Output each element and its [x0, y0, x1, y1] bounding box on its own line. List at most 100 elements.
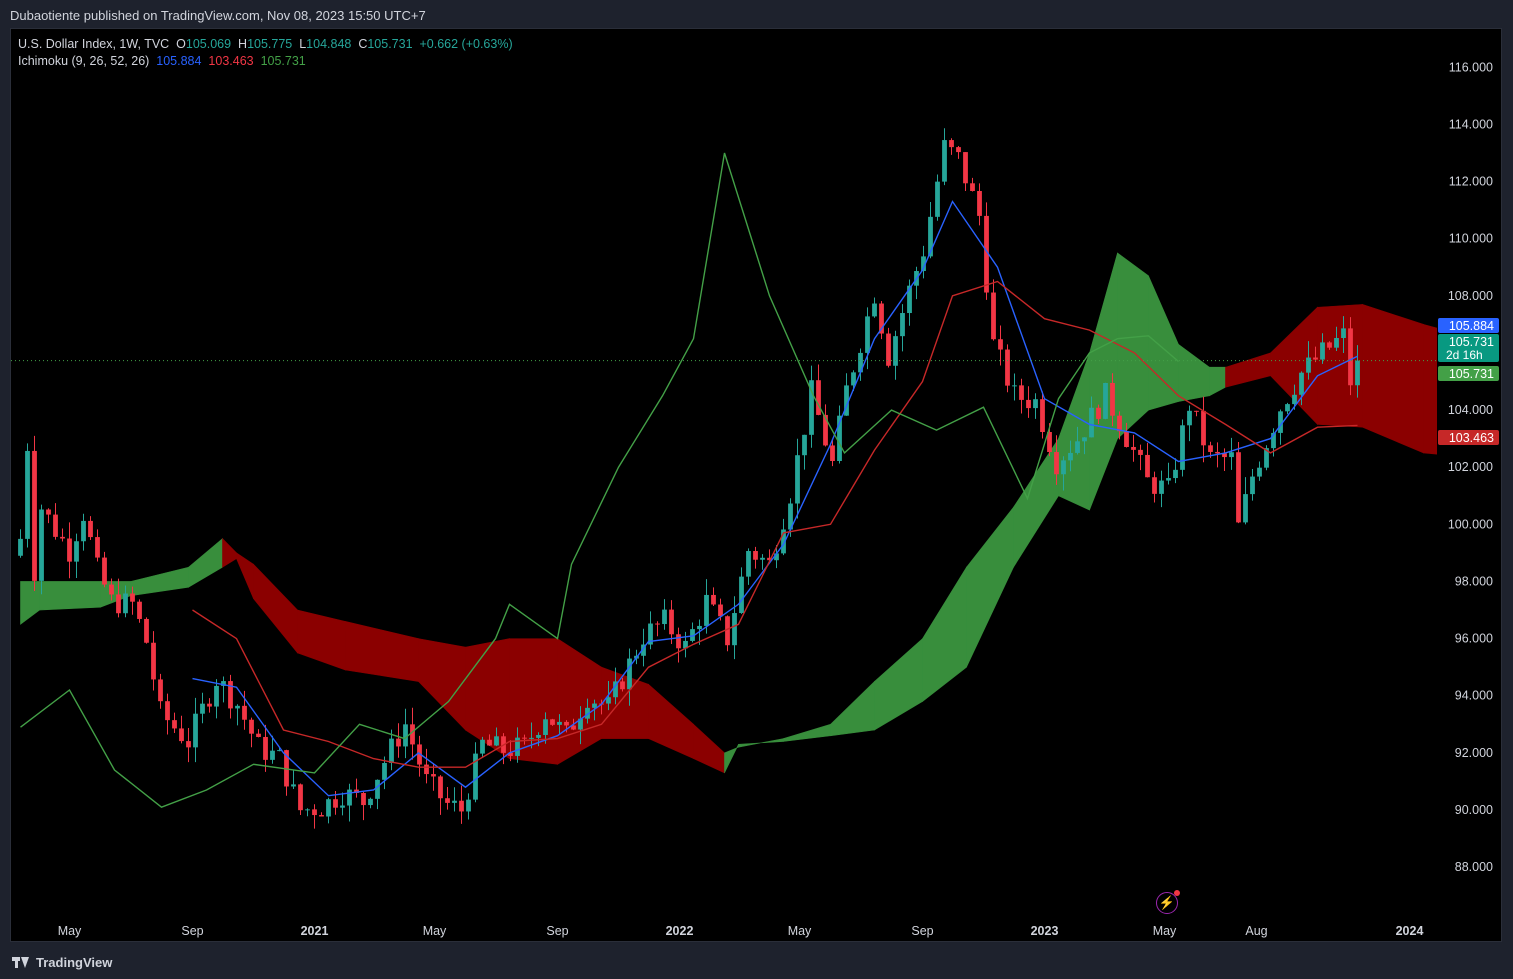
candle-up	[515, 737, 520, 756]
x-tick-label: May	[58, 924, 82, 938]
y-tick-label: 116.000	[1449, 60, 1493, 74]
candle-down	[886, 333, 891, 366]
candle-up	[473, 753, 478, 800]
candle-down	[1138, 449, 1143, 455]
candle-up	[1257, 467, 1262, 477]
candle-down	[655, 623, 660, 625]
candle-up	[543, 719, 548, 735]
candle-up	[893, 336, 898, 366]
candle-up	[1082, 437, 1087, 442]
candle-up	[1299, 372, 1304, 395]
candle-up	[690, 629, 695, 641]
x-tick-label: May	[423, 924, 447, 938]
footer-bar	[0, 943, 1513, 979]
candle-up	[746, 551, 751, 577]
candle-up	[1264, 448, 1269, 468]
tradingview-brand[interactable]: TradingView	[12, 955, 112, 970]
candle-down	[823, 414, 828, 446]
candle-down	[1348, 328, 1353, 386]
candle-up	[592, 703, 597, 708]
candle-down	[1208, 445, 1213, 452]
cloud-segment	[1178, 343, 1210, 402]
candle-down	[487, 739, 492, 746]
candle-up	[613, 681, 618, 698]
cloud-segment	[345, 621, 419, 682]
candle-up	[1306, 357, 1311, 373]
plot-area[interactable]	[18, 128, 1513, 829]
tradingview-logo-icon	[12, 957, 30, 968]
candle-up	[641, 644, 646, 656]
y-tick-label: 110.000	[1449, 232, 1493, 246]
cloud-segment	[253, 563, 298, 654]
y-tick-label: 102.000	[1448, 460, 1493, 474]
candle-down	[1201, 410, 1206, 446]
candle-up	[1355, 360, 1360, 386]
legend-indicator[interactable]: Ichimoku (9, 26, 52, 26)	[18, 54, 150, 68]
x-tick-label: 2024	[1396, 924, 1424, 938]
candle-down	[977, 191, 982, 216]
candle-up	[1180, 425, 1185, 470]
x-tick-label: Sep	[546, 924, 568, 938]
cloud-segment	[188, 537, 223, 588]
x-tick-label: 2022	[666, 924, 694, 938]
candle-down	[298, 784, 303, 811]
candle-down	[144, 618, 149, 643]
lightning-bolt-icon[interactable]: ⚡	[1156, 890, 1180, 914]
cloud-segment	[922, 566, 967, 703]
candle-down	[333, 799, 338, 808]
candle-up	[389, 738, 394, 764]
candle-up	[375, 779, 380, 799]
price-badge-label: 105.731	[1449, 335, 1494, 349]
tenkan-line	[192, 200, 1358, 797]
candle-down	[718, 604, 723, 617]
candle-up	[627, 658, 632, 690]
legend-chikou-value: 105.731	[260, 54, 306, 68]
candle-up	[270, 750, 275, 760]
candle-down	[396, 738, 401, 747]
candle-down	[816, 380, 821, 415]
legend-close: 105.731	[367, 37, 413, 51]
legend-symbol[interactable]: U.S. Dollar Index, 1W, TVC	[18, 37, 170, 51]
candle-up	[480, 739, 485, 754]
candle-down	[564, 721, 569, 726]
legend-open-label: O	[176, 37, 186, 51]
candle-up	[39, 509, 44, 581]
y-tick-label: 114.000	[1449, 117, 1493, 131]
candle-down	[522, 737, 527, 739]
candle-down	[424, 764, 429, 775]
candle-up	[193, 713, 198, 748]
candle-down	[319, 815, 324, 817]
y-tick-label: 100.000	[1448, 517, 1493, 531]
candle-up	[781, 529, 786, 554]
candle-down	[88, 520, 93, 538]
candle-down	[669, 609, 674, 635]
candle-down	[1152, 477, 1157, 494]
candle-up	[1229, 452, 1234, 458]
candle-down	[956, 147, 961, 153]
candle-up	[1075, 441, 1080, 453]
candle-up	[326, 799, 331, 817]
candle-up	[809, 380, 814, 435]
candle-down	[242, 705, 247, 720]
candle-up	[921, 256, 926, 272]
cloud-segment	[418, 638, 466, 731]
candle-down	[879, 303, 884, 334]
candle-down	[676, 634, 681, 649]
candle-down	[109, 584, 114, 595]
candle-up	[235, 705, 240, 709]
cloud-segment	[222, 537, 237, 568]
y-tick-label: 108.000	[1448, 289, 1493, 303]
candle-down	[354, 789, 359, 794]
candle-down	[438, 776, 443, 799]
candle-up	[1285, 404, 1290, 412]
publish-info: Dubaotiente published on TradingView.com…	[10, 8, 426, 23]
candle-down	[459, 800, 464, 812]
candle-down	[445, 798, 450, 803]
candle-up	[25, 450, 30, 539]
candle-down	[1054, 452, 1059, 475]
y-tick-label: 112.000	[1449, 175, 1493, 189]
legend-high-label: H	[238, 37, 248, 51]
candle-up	[1187, 410, 1192, 426]
candle-up	[291, 784, 296, 787]
